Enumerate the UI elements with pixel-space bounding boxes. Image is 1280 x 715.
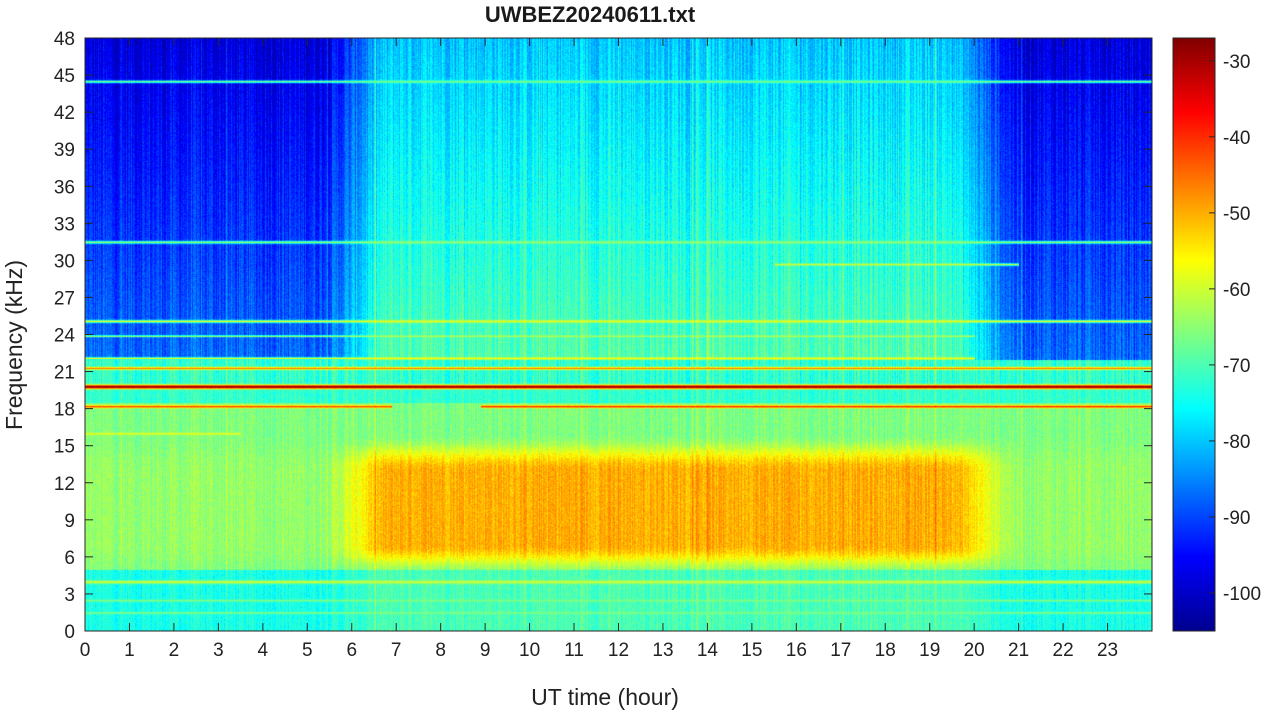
y-tick-label: 9 — [64, 511, 75, 532]
x-tick-label: 19 — [919, 640, 940, 661]
colorbar-tick-label: -80 — [1223, 432, 1250, 453]
colorbar-ticks: -30 -40 -50 -60 -70 -80 -90 -100 — [1209, 52, 1261, 605]
x-tick-label: 10 — [519, 640, 540, 661]
x-tick-label: 14 — [697, 640, 719, 661]
colorbar-tick-label: -60 — [1223, 280, 1250, 301]
y-tick-label: 6 — [64, 548, 75, 569]
spectrogram-heatmap — [85, 38, 1152, 631]
y-axis-label: Frequency (kHz) — [1, 260, 27, 430]
x-tick-label: 17 — [830, 640, 851, 661]
y-tick-label: 42 — [54, 103, 75, 124]
chart-title: UWBEZ20240611.txt — [485, 2, 696, 27]
colorbar-tick-label: -70 — [1223, 356, 1250, 377]
x-tick-label: 0 — [80, 640, 91, 661]
x-axis-label: UT time (hour) — [531, 684, 679, 710]
y-tick-label: 36 — [54, 177, 75, 198]
colorbar-tick-label: -50 — [1223, 204, 1250, 225]
y-tick-label: 48 — [54, 29, 75, 50]
y-tick-label: 12 — [54, 474, 75, 495]
x-tick-label: 8 — [435, 640, 446, 661]
y-tick-label: 45 — [54, 66, 75, 87]
x-tick-label: 21 — [1008, 640, 1029, 661]
y-tick-label: 27 — [54, 288, 75, 309]
colorbar-tick-label: -40 — [1223, 128, 1250, 149]
x-tick-label: 7 — [391, 640, 402, 661]
x-tick-label: 18 — [875, 640, 896, 661]
x-axis-ticks: 0 1 2 3 4 5 6 7 8 9 10 11 12 13 14 15 16 17 18 19 20 21 22 23 — [80, 38, 1118, 661]
colorbar-tick-label: -100 — [1223, 584, 1261, 605]
colorbar-tick-label: -30 — [1223, 52, 1250, 73]
x-tick-label: 13 — [652, 640, 673, 661]
y-tick-label: 33 — [54, 214, 75, 235]
y-tick-label: 18 — [54, 400, 75, 421]
x-tick-label: 12 — [608, 640, 629, 661]
x-tick-label: 22 — [1053, 640, 1074, 661]
y-tick-label: 0 — [64, 622, 75, 643]
y-tick-label: 15 — [54, 437, 75, 458]
y-tick-label: 30 — [54, 251, 75, 272]
y-tick-label: 21 — [54, 363, 75, 384]
colorbar-tick-label: -90 — [1223, 508, 1250, 529]
x-tick-label: 20 — [964, 640, 985, 661]
x-tick-label: 1 — [124, 640, 135, 661]
y-tick-label: 3 — [64, 585, 75, 606]
x-tick-label: 16 — [786, 640, 807, 661]
y-tick-label: 39 — [54, 140, 75, 161]
y-tick-label: 24 — [54, 326, 76, 347]
x-tick-label: 15 — [741, 640, 762, 661]
x-tick-label: 5 — [302, 640, 313, 661]
x-tick-label: 2 — [169, 640, 180, 661]
x-tick-label: 23 — [1097, 640, 1118, 661]
x-tick-label: 3 — [213, 640, 224, 661]
colorbar — [1172, 37, 1216, 632]
x-tick-label: 11 — [564, 640, 584, 661]
x-tick-label: 6 — [346, 640, 357, 661]
x-tick-label: 4 — [258, 640, 269, 661]
x-tick-label: 9 — [480, 640, 491, 661]
